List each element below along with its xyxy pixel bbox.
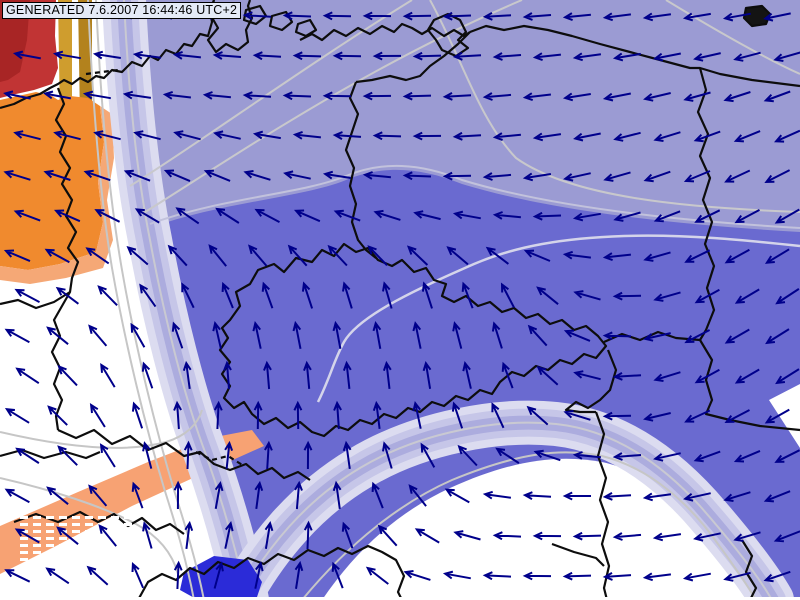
country-border-stettin-lagoon bbox=[355, 31, 471, 84]
country-border-baltic-coast-pl bbox=[469, 24, 800, 88]
isoline-contour bbox=[429, 0, 800, 213]
isoline-contour bbox=[665, 0, 800, 75]
salmon-edge bbox=[0, 106, 114, 284]
orange-wind-area bbox=[0, 92, 104, 270]
dash-texture-patch bbox=[20, 516, 132, 596]
isoline-contour bbox=[301, 451, 757, 600]
bottom-edge-strip bbox=[90, 597, 800, 600]
country-border-southeast-wiggle bbox=[741, 539, 758, 600]
country-border-bornholm-island bbox=[742, 4, 772, 28]
country-border-northsea-coast bbox=[0, 0, 216, 110]
country-border-baltic-coast-de bbox=[299, 22, 471, 42]
country-border-ruegen-island bbox=[426, 12, 470, 58]
calm-white-southeast-area bbox=[322, 458, 752, 600]
country-border-switzerland-north bbox=[13, 510, 185, 535]
bright-blue-patch bbox=[180, 556, 262, 600]
country-border-germany-austria bbox=[57, 428, 311, 481]
country-border-danish-island-2 bbox=[268, 10, 294, 32]
country-border-poland-east bbox=[696, 67, 716, 341]
transition-band-west bbox=[123, 0, 248, 600]
isoline-contour bbox=[316, 234, 800, 403]
white-arrow-wedge bbox=[769, 384, 800, 448]
generated-timestamp-label: GENERATED 7.6.2007 16:44:46 UTC+2 bbox=[2, 2, 242, 19]
country-border-slovakia-east bbox=[699, 339, 800, 432]
country-border-germany-west bbox=[50, 87, 80, 431]
dark-red-corner bbox=[0, 0, 30, 82]
country-border-hungary-croatia bbox=[551, 542, 605, 567]
isoline-contour bbox=[141, 0, 523, 215]
country-border-alps-south bbox=[137, 544, 406, 600]
isoline-contour bbox=[149, 164, 800, 229]
isoline-contour bbox=[95, 0, 205, 600]
isoline-contour bbox=[87, 0, 195, 600]
country-border-belgium bbox=[0, 291, 71, 310]
country-border-czech-republic bbox=[218, 242, 608, 438]
isoline-contour bbox=[0, 477, 179, 575]
country-border-danish-island-1 bbox=[242, 4, 268, 26]
country-border-oder-neisse bbox=[344, 81, 377, 259]
isoline-contour bbox=[129, 0, 413, 187]
country-border-danish-island-3 bbox=[294, 18, 318, 38]
